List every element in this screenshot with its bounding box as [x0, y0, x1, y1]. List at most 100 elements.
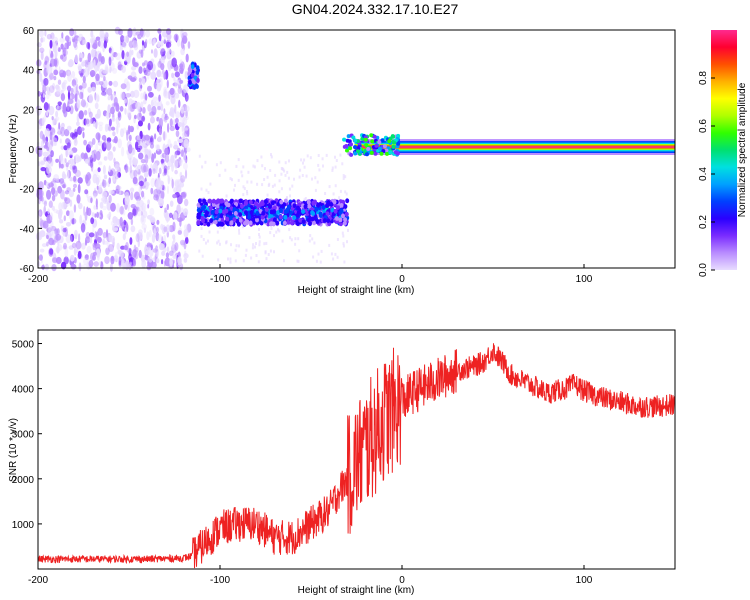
heatmap-cell: [218, 242, 221, 246]
heatmap-cell: [294, 237, 297, 241]
heatmap-cell: [286, 196, 288, 200]
heatmap-cell: [275, 220, 280, 226]
heatmap-cell: [55, 158, 59, 163]
heatmap-cell: [282, 167, 285, 171]
heatmap-ytick-label: 40: [23, 66, 35, 77]
snr-xtick-label: 0: [399, 575, 405, 586]
heatmap-cell: [65, 148, 68, 158]
heatmap-cell: [308, 221, 312, 227]
heatmap-cell: [91, 212, 95, 217]
heatmap-cell: [314, 206, 319, 212]
heatmap-cell: [46, 234, 49, 240]
heatmap-cell: [143, 163, 149, 173]
heatmap-cell: [52, 205, 55, 212]
heatmap-cell: [243, 221, 247, 226]
heatmap-cell: [145, 39, 148, 45]
heatmap-cell: [174, 92, 180, 99]
colorbar-tick-label: 0.6: [698, 119, 709, 133]
heatmap-cell: [273, 234, 275, 238]
heatmap-cell: [198, 249, 201, 253]
heatmap-cell: [65, 234, 72, 244]
heatmap-cell: [161, 250, 166, 256]
heatmap-cell: [146, 263, 152, 271]
heatmap-cell: [241, 174, 244, 178]
heatmap-cell: [175, 117, 179, 124]
heatmap-cell: [74, 54, 79, 64]
heatmap-cell: [88, 111, 93, 118]
heatmap-cell: [117, 112, 122, 121]
heatmap-cell: [115, 184, 120, 195]
heatmap-cell: [91, 138, 96, 145]
heatmap-cell: [162, 172, 166, 177]
heatmap-cell: [98, 184, 102, 192]
heatmap-cell: [247, 214, 252, 220]
heatmap-cell: [385, 151, 389, 156]
heatmap-cell: [179, 160, 183, 166]
heatmap-cell: [49, 58, 56, 67]
heatmap-cell: [330, 207, 335, 213]
heatmap-cell: [131, 66, 137, 71]
heatmap-cell: [68, 190, 74, 198]
heatmap-cell: [196, 77, 200, 83]
heatmap-cell: [108, 47, 112, 54]
heatmap-cell: [114, 170, 120, 180]
heatmap-cell: [60, 153, 63, 161]
heatmap-cell: [177, 121, 183, 128]
heatmap-cell: [186, 147, 191, 153]
heatmap-cell: [143, 67, 147, 73]
heatmap-cell: [341, 162, 344, 166]
heatmap-cell: [136, 209, 143, 217]
heatmap-cell: [59, 178, 65, 184]
heatmap-cell: [103, 76, 106, 81]
heatmap-cell: [245, 248, 248, 252]
heatmap-cell: [219, 213, 224, 219]
heatmap-cell: [97, 121, 104, 127]
heatmap-cell: [248, 220, 253, 226]
heatmap-cell: [258, 235, 261, 239]
heatmap-cell: [129, 169, 136, 180]
heatmap-cell: [177, 138, 184, 143]
heatmap-cell: [317, 252, 320, 256]
heatmap-cell: [51, 116, 54, 121]
heatmap-cell: [312, 255, 315, 259]
heatmap-cell: [66, 210, 70, 217]
heatmap-cell: [52, 132, 55, 141]
heatmap-cell: [156, 219, 160, 225]
heatmap-cell: [280, 167, 283, 170]
heatmap-cell: [169, 200, 174, 207]
heatmap-cell: [258, 240, 261, 244]
colorbar-tick-label: 0.8: [698, 71, 709, 85]
heatmap-cell: [121, 50, 125, 60]
heatmap-cell: [281, 239, 284, 243]
heatmap-cell: [152, 168, 156, 175]
heatmap-cell: [233, 188, 235, 192]
heatmap-cell: [200, 227, 203, 230]
heatmap-cell: [142, 165, 148, 173]
heatmap-cell: [62, 49, 68, 56]
heatmap-cell: [61, 32, 64, 39]
heatmap-cell: [148, 38, 153, 45]
heatmap-cell: [183, 127, 188, 132]
heatmap-cell: [143, 69, 148, 76]
heatmap-cell: [263, 242, 266, 246]
heatmap-cell: [57, 241, 60, 247]
heatmap-cell: [148, 91, 154, 98]
heatmap-cell: [166, 203, 169, 211]
heatmap-xlabel: Height of straight line (km): [298, 285, 415, 296]
heatmap-cell: [275, 230, 278, 234]
heatmap-cell: [202, 204, 207, 210]
heatmap-cell: [243, 187, 246, 191]
heatmap-cell: [89, 232, 95, 238]
heatmap-cell: [112, 216, 118, 224]
heatmap-cell: [138, 77, 142, 83]
heatmap-cell: [130, 90, 135, 98]
heatmap-cell: [283, 214, 288, 220]
heatmap-cell: [170, 154, 175, 164]
heatmap-cell: [112, 176, 116, 182]
heatmap-cell: [103, 138, 107, 148]
heatmap-cell: [49, 212, 54, 222]
heatmap-xtick-label: -200: [28, 274, 48, 285]
heatmap-cell: [384, 148, 389, 153]
heatmap-cell: [155, 231, 160, 242]
heatmap-cell: [179, 79, 184, 84]
